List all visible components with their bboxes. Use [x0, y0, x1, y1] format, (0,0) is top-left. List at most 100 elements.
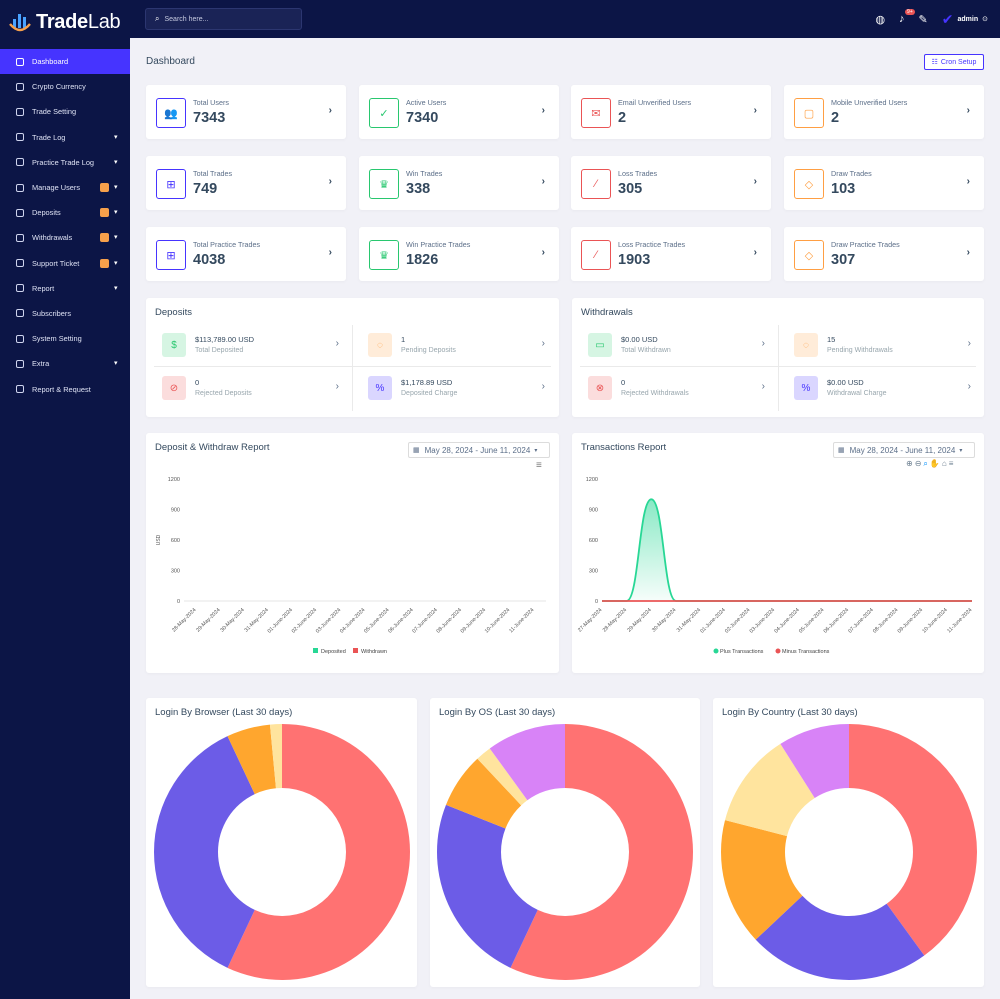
stat-widget-mobile-unverified-users[interactable]: ▢ Mobile Unverified Users 2 ›: [784, 85, 984, 139]
x-circle-icon: ⊗: [588, 376, 612, 400]
donut-slice[interactable]: [721, 820, 803, 940]
stat-pending-deposits[interactable]: ◌ 1 Pending Deposits ›: [361, 326, 557, 368]
avatar: ✔: [941, 10, 954, 27]
gamepad-icon: ⊞: [156, 240, 186, 270]
practice-trade-log-icon: [16, 158, 24, 167]
dashboard-icon: [16, 57, 24, 66]
menu-icon[interactable]: ≡: [948, 459, 956, 468]
logo-text: TradeLab: [36, 11, 121, 34]
widget-value: 103: [831, 181, 856, 197]
stat-rejected-withdrawals[interactable]: ⊗ 0 Rejected Withdrawals ›: [581, 369, 777, 411]
subscribers-icon: [16, 309, 24, 318]
x-tick-label: 06-June-2024: [823, 607, 850, 634]
donut-slice[interactable]: [269, 724, 282, 789]
stat-widget-total-trades[interactable]: ⊞ Total Trades 749 ›: [146, 156, 346, 210]
donut-slice[interactable]: [153, 736, 255, 968]
chevron-down-icon: ▾: [114, 284, 118, 292]
stat-value: 15: [827, 335, 836, 344]
stat-widget-total-users[interactable]: 👥 Total Users 7343 ›: [146, 85, 346, 139]
support-ticket-icon: [16, 259, 24, 268]
legend-label: Deposited: [321, 649, 346, 655]
sidebar-item-subscribers[interactable]: Subscribers: [0, 301, 130, 326]
stat-widget-active-users[interactable]: ✓ Active Users 7340 ›: [359, 85, 559, 139]
search-icon[interactable]: ⌕: [923, 459, 930, 468]
globe-icon[interactable]: ◍: [875, 13, 886, 26]
donut-slice[interactable]: [227, 724, 276, 795]
donut-slice[interactable]: [437, 804, 538, 968]
logo[interactable]: TradeLab: [8, 10, 121, 34]
stat-withdrawal-charge[interactable]: % $0.00 USD Withdrawal Charge ›: [787, 369, 983, 411]
sidebar-item-report[interactable]: Report ▾: [0, 276, 130, 301]
sidebar-item-deposits[interactable]: Deposits ▾: [0, 200, 130, 225]
stat-widget-loss-trades[interactable]: ⁄ Loss Trades 305 ›: [571, 156, 771, 210]
stat-widget-email-unverified-users[interactable]: ✉ Email Unverified Users 2 ›: [571, 85, 771, 139]
bell-icon[interactable]: ♪ 9+: [899, 9, 915, 25]
sidebar-item-extra[interactable]: Extra ▾: [0, 351, 130, 376]
wrench-icon[interactable]: ✎: [918, 13, 928, 26]
y-tick-label: 1200: [586, 477, 598, 483]
cron-icon: ☷: [931, 59, 938, 66]
sidebar-nav: Dashboard Crypto Currency Trade Setting Tra…: [0, 49, 130, 402]
sidebar-item-practice-trade-log[interactable]: Practice Trade Log ▾: [0, 150, 130, 175]
sidebar-item-manage-users[interactable]: Manage Users ▾: [0, 175, 130, 200]
date-range-picker[interactable]: ▦ May 28, 2024 - June 11, 2024 ▾: [408, 442, 550, 458]
donut-slice[interactable]: [445, 758, 522, 829]
donut-slice[interactable]: [755, 895, 925, 980]
sidebar-item-trade-setting[interactable]: Trade Setting: [0, 99, 130, 124]
stat-total-withdrawn[interactable]: ▭ $0.00 USD Total Withdrawn ›: [581, 326, 777, 368]
stat-pending-withdrawals[interactable]: ◌ 15 Pending Withdrawals ›: [787, 326, 983, 368]
search-input[interactable]: ⌕ Search here...: [145, 8, 302, 30]
user-menu[interactable]: ✔ admin ⊙: [942, 11, 988, 28]
donut-slice[interactable]: [477, 748, 528, 806]
date-range-picker[interactable]: ▦ May 28, 2024 - June 11, 2024 ▾: [833, 442, 975, 458]
x-tick-label: 02-June-2024: [724, 607, 751, 634]
donut-slice[interactable]: [510, 724, 693, 980]
widget-value: 7340: [406, 110, 439, 126]
sidebar-item-report-and-request[interactable]: Report & Request: [0, 376, 130, 401]
stat-deposited-charge[interactable]: % $1,178.89 USD Deposited Charge ›: [361, 369, 557, 411]
stat-widget-win-practice-trades[interactable]: ♛ Win Practice Trades 1826 ›: [359, 227, 559, 281]
manage-users-icon: [16, 183, 24, 192]
zoom-in-icon[interactable]: ⊕: [906, 459, 915, 468]
calendar-icon: ▦: [838, 447, 845, 454]
donut-slice[interactable]: [489, 724, 565, 801]
stat-widget-draw-practice-trades[interactable]: ◇ Draw Practice Trades 307 ›: [784, 227, 984, 281]
widget-value: 305: [618, 181, 643, 197]
sidebar-item-trade-log[interactable]: Trade Log ▾: [0, 125, 130, 150]
report-icon: [16, 284, 24, 293]
sidebar-item-withdrawals[interactable]: Withdrawals ▾: [0, 225, 130, 250]
sidebar-item-system-setting[interactable]: System Setting: [0, 326, 130, 351]
sidebar-item-support-ticket[interactable]: Support Ticket ▾: [0, 251, 130, 276]
pan-icon[interactable]: ✋: [929, 459, 942, 468]
trophy-icon: ♛: [369, 240, 399, 270]
area-plus-transactions: [602, 499, 972, 601]
stat-rejected-deposits[interactable]: ⊘ 0 Rejected Deposits ›: [155, 369, 351, 411]
cron-setup-button[interactable]: ☷ Cron Setup: [924, 54, 984, 70]
donut-slice[interactable]: [849, 724, 977, 956]
home-icon[interactable]: ⌂: [941, 459, 949, 468]
donut-slice[interactable]: [725, 743, 815, 837]
chevron-right-icon: ›: [966, 105, 970, 116]
chevron-down-icon: ⊙: [982, 16, 988, 23]
stat-widget-win-trades[interactable]: ♛ Win Trades 338 ›: [359, 156, 559, 210]
stat-widget-loss-practice-trades[interactable]: ⁄ Loss Practice Trades 1903 ›: [571, 227, 771, 281]
stat-value: 0: [195, 378, 200, 387]
zoom-out-icon[interactable]: ⊖: [914, 459, 924, 468]
y-tick-label: 0: [177, 599, 180, 605]
sidebar-item-crypto-currency[interactable]: Crypto Currency: [0, 74, 130, 99]
x-tick-label: 30-May-2024: [651, 607, 677, 633]
menu-icon[interactable]: ≡: [536, 460, 542, 471]
sidebar-item-dashboard[interactable]: Dashboard: [0, 49, 130, 75]
x-tick-label: 29-May-2024: [195, 607, 221, 633]
stat-widget-total-practice-trades[interactable]: ⊞ Total Practice Trades 4038 ›: [146, 227, 346, 281]
stat-label: Rejected Withdrawals: [621, 390, 689, 397]
sidebar: TradeLab Dashboard Crypto Currency Trade S…: [0, 0, 130, 999]
sidebar-item-label: System Setting: [32, 334, 82, 344]
stat-total-deposited[interactable]: $ $113,789.00 USD Total Deposited ›: [155, 326, 351, 368]
percent-icon: %: [794, 376, 818, 400]
donut-slice[interactable]: [227, 724, 410, 980]
x-tick-label: 30-May-2024: [219, 607, 245, 633]
x-tick-label: 03-June-2024: [749, 607, 776, 634]
stat-widget-draw-trades[interactable]: ◇ Draw Trades 103 ›: [784, 156, 984, 210]
donut-slice[interactable]: [780, 724, 849, 798]
